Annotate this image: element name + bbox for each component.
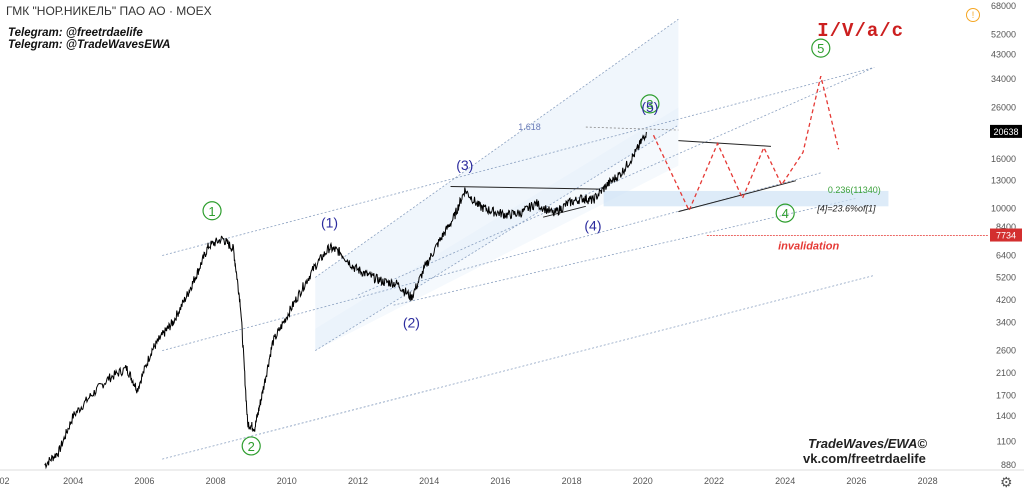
x-tick-label: 2016 [490, 476, 510, 486]
wave-circle-5 [811, 38, 831, 58]
x-tick-label: 2024 [775, 476, 795, 486]
x-tick-label: 2028 [918, 476, 938, 486]
x-tick-label: 2018 [562, 476, 582, 486]
y-tick-label: 16000 [991, 154, 1016, 164]
telegram-handle-2: Telegram: @TradeWavesEWA [8, 39, 171, 51]
y-tick-label: 2600 [996, 346, 1016, 356]
telegram-handle-1: Telegram: @freetrdaelife [8, 27, 143, 39]
fib-zone [603, 190, 889, 207]
y-tick-label: 52000 [991, 29, 1016, 39]
watermark-brand: TradeWaves/EWA© [808, 436, 927, 451]
invalidation-value: 7734 [996, 231, 1016, 241]
last-price-badge [990, 124, 1022, 138]
wave-label-5: 5 [817, 41, 824, 56]
wave-label-intermediate: (3) [456, 157, 473, 173]
wave-label-intermediate: (2) [403, 314, 420, 330]
y-tick-label: 1400 [996, 411, 1016, 421]
fib-1618-line [585, 126, 679, 131]
channel-fill-upper [315, 19, 679, 351]
support-line [542, 205, 586, 218]
invalidation-label: invalidation [778, 241, 839, 253]
x-tick-label: 2020 [633, 476, 653, 486]
wave-label-3: 3 [646, 97, 653, 112]
y-tick-label: 8400 [996, 222, 1016, 232]
degree-label: I/V/a/c [817, 20, 904, 42]
price-series [44, 131, 647, 470]
wave-label-intermediate: (1) [321, 215, 338, 231]
wave-circle-3 [640, 94, 660, 114]
chart-title: ГМК "НОР.НИКЕЛЬ" ПАО АО · MOEX [6, 4, 212, 18]
wave-label-4: 4 [782, 206, 789, 221]
y-tick-label: 68000 [991, 1, 1016, 11]
x-tick-label: 2026 [846, 476, 866, 486]
watermark-url: vk.com/freetrdaelife [803, 451, 926, 466]
channel-fill-lower [315, 107, 679, 351]
x-tick-label: 2014 [419, 476, 439, 486]
wave-label-intermediate: (5) [641, 99, 658, 115]
forecast-support [678, 180, 797, 213]
wave4-note: [4]=23.6%of[1] [816, 203, 876, 213]
forecast-resistance [678, 140, 771, 147]
fib-0236-label: 0.236(11340) [828, 185, 881, 195]
x-tick-label: 002 [0, 476, 10, 486]
wave-circle-1 [202, 201, 222, 221]
x-tick-label: 2012 [348, 476, 368, 486]
last-price-value: 20638 [993, 127, 1018, 137]
x-tick-label: 2022 [704, 476, 724, 486]
y-tick-label: 1100 [997, 436, 1016, 446]
x-tick-label: 2010 [277, 476, 297, 486]
invalidation-badge [990, 228, 1022, 242]
wave-label-1: 1 [208, 204, 215, 219]
wave-circle-4 [775, 203, 795, 223]
fib-1618-label: 1.618 [518, 122, 541, 132]
forecast-path [652, 75, 840, 213]
y-tick-label: 34000 [991, 74, 1016, 84]
y-tick-label: 880 [1001, 460, 1016, 470]
y-tick-label: 6400 [996, 251, 1016, 261]
y-tick-label: 26000 [991, 103, 1016, 113]
wave-circle-2 [241, 436, 261, 456]
channel-line [315, 124, 679, 351]
y-tick-label: 1700 [996, 390, 1016, 400]
resistance-line [450, 186, 601, 190]
alert-circle-icon[interactable]: ! [966, 8, 980, 22]
channel-line [162, 275, 875, 460]
y-tick-label: 5200 [996, 272, 1016, 282]
wave-label-intermediate: (4) [584, 217, 601, 233]
y-tick-label: 3400 [996, 317, 1016, 327]
y-tick-label: 43000 [991, 49, 1016, 59]
y-tick-label: 2100 [996, 368, 1016, 378]
y-tick-label: 4200 [996, 295, 1016, 305]
y-tick-label: 13000 [991, 176, 1016, 186]
gear-icon[interactable]: ⚙ [1000, 474, 1013, 490]
x-tick-label: 2004 [63, 476, 83, 486]
wave-label-2: 2 [248, 439, 255, 454]
channel-line [393, 197, 857, 306]
x-tick-label: 2008 [206, 476, 226, 486]
channel-line [162, 67, 875, 256]
y-tick-label: 10000 [991, 203, 1016, 213]
x-tick-label: 2006 [134, 476, 154, 486]
